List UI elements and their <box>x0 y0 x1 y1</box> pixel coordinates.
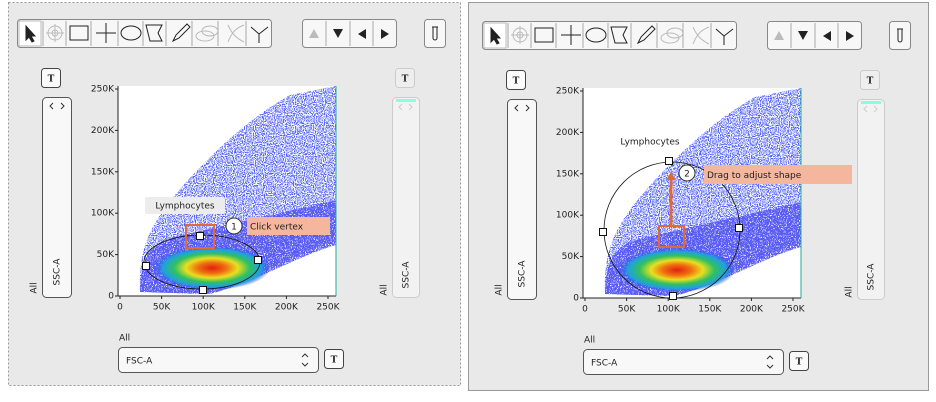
panel-content: T SSC-A All T SSC-A All 250K 200K 150K 100K 50K 00 5… <box>482 21 911 375</box>
text-toggle-label: T <box>513 77 520 87</box>
y-axis-label: SSC-A <box>518 260 528 288</box>
scatter-core <box>619 248 735 292</box>
step-badge <box>225 217 243 235</box>
x-tick-label: 50K <box>618 305 636 315</box>
gate-vertex[interactable] <box>196 232 204 240</box>
x-tick-label: 200K <box>275 303 299 313</box>
y2-axis-label: SSC-A <box>867 263 877 291</box>
callout-text: Click vertex <box>250 223 304 233</box>
text-toggle-label: T <box>402 75 409 85</box>
text-toggle-label: T <box>867 77 874 87</box>
y-tick-label: 200K <box>556 128 580 138</box>
step-number: 2 <box>684 170 690 180</box>
color-strip <box>861 101 881 104</box>
color-strip <box>396 99 416 102</box>
text-toggle-label: T <box>796 358 803 368</box>
gate-label-bg <box>145 197 225 214</box>
x-tick-label: 0 <box>117 303 123 313</box>
x-axis-label: FSC-A <box>591 359 618 369</box>
select-chevron <box>301 353 309 367</box>
x-tick-label: 100K <box>657 305 681 315</box>
text-toggle[interactable] <box>506 70 526 90</box>
x-tick-label: 250K <box>316 303 340 313</box>
callout-bg <box>704 165 852 184</box>
y-tick-label: 250K <box>91 85 115 95</box>
select-chevron <box>766 355 774 369</box>
x-tick-label: 50K <box>153 303 171 313</box>
tool-icons[interactable] <box>490 23 734 48</box>
x-axis-scope: All <box>119 334 130 344</box>
expand-icon-faded <box>863 105 878 113</box>
y-tick-label: 0 <box>108 292 114 302</box>
tube-button[interactable] <box>889 21 911 50</box>
y-tick-label: 150K <box>91 167 115 177</box>
tool-icons[interactable] <box>25 21 269 46</box>
y-tick-label: 50K <box>562 252 580 262</box>
x-tick-label: 150K <box>698 305 722 315</box>
text-toggle-label: T <box>331 356 338 366</box>
nav-buttons[interactable] <box>309 21 389 46</box>
y2-axis-scope: All <box>380 284 390 295</box>
step-badge <box>678 164 696 182</box>
x-axis-selector[interactable] <box>118 347 319 373</box>
y-tick-label: 50K <box>97 250 115 260</box>
callout-text: Drag to adjust shape <box>707 171 802 181</box>
y-axis-selector[interactable] <box>507 99 537 300</box>
y-axis-scope: All <box>30 282 40 293</box>
text-toggle[interactable] <box>324 349 344 369</box>
tube-icon <box>897 28 903 43</box>
text-toggle[interactable] <box>41 68 61 88</box>
x-tick-label: 200K <box>740 305 764 315</box>
x-tick-label: 0 <box>582 305 588 315</box>
y2-axis-label: SSC-A <box>402 261 412 289</box>
y-tick-label: 200K <box>91 126 115 136</box>
x-tick-label: 150K <box>233 303 257 313</box>
y-tick-label: 250K <box>556 87 580 97</box>
y-tick-label: 100K <box>91 209 115 219</box>
x-axis-label: FSC-A <box>126 357 153 367</box>
gate-label: Lymphocytes <box>620 138 680 148</box>
expand-icon-faded <box>398 103 413 111</box>
y2-axis-scope: All <box>845 286 855 297</box>
y2-axis-selector <box>392 97 420 298</box>
gate-vertex[interactable] <box>669 292 677 300</box>
gate-vertex[interactable] <box>599 228 607 236</box>
panel-content: T SSC-A All T SSC-A All 250K 200K 150K 100K 50K 00 5… <box>17 19 446 373</box>
text-toggle[interactable] <box>395 68 415 88</box>
gate-vertex[interactable] <box>199 286 207 294</box>
gate-vertex[interactable] <box>665 157 673 165</box>
callout-bg <box>247 217 330 235</box>
highlight-box <box>185 224 215 249</box>
tube-icon <box>432 26 438 41</box>
gate-label: Lymphocytes <box>155 202 215 212</box>
tube-button[interactable] <box>424 19 446 48</box>
y-tick-label: 100K <box>556 211 580 221</box>
y2-axis-selector <box>857 99 885 300</box>
text-toggle-label: T <box>48 75 55 85</box>
x-tick-label: 250K <box>781 305 805 315</box>
expand-icon <box>514 104 530 112</box>
y-axis-selector[interactable] <box>42 97 72 298</box>
y-tick-label: 0 <box>573 294 579 304</box>
step-number: 1 <box>231 223 237 233</box>
gate-vertex[interactable] <box>142 262 150 270</box>
gate-vertex[interactable] <box>254 256 262 264</box>
nav-buttons[interactable] <box>774 23 854 48</box>
scatter-core <box>154 246 270 290</box>
text-toggle[interactable] <box>789 351 809 371</box>
x-tick-label: 100K <box>192 303 216 313</box>
drag-arrowhead <box>666 172 676 180</box>
x-axis-scope: All <box>584 336 595 346</box>
y-axis-scope: All <box>495 284 505 295</box>
y-axis-label: SSC-A <box>53 258 63 286</box>
expand-icon <box>49 102 65 110</box>
text-toggle[interactable] <box>860 70 880 90</box>
y-tick-label: 150K <box>556 169 580 179</box>
x-axis-selector[interactable] <box>583 349 784 375</box>
gate-vertex[interactable] <box>735 224 743 232</box>
